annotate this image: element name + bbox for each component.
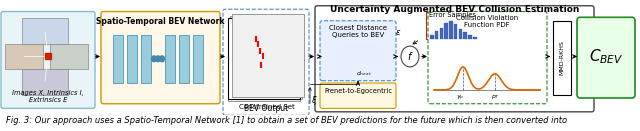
FancyBboxPatch shape	[428, 12, 547, 104]
Text: $p_T$: $p_T$	[490, 93, 499, 101]
Bar	[127, 35, 137, 83]
Bar	[459, 29, 462, 39]
Circle shape	[152, 56, 157, 62]
FancyBboxPatch shape	[1, 12, 95, 108]
FancyBboxPatch shape	[577, 17, 635, 98]
Text: Frenet-to-Egocentric: Frenet-to-Egocentric	[324, 88, 392, 94]
FancyBboxPatch shape	[320, 83, 396, 108]
Text: Closest Distance
Queries to BEV: Closest Distance Queries to BEV	[329, 25, 387, 38]
Text: $\gamma_p$: $\gamma_p$	[456, 93, 464, 103]
Text: $f$: $f$	[406, 50, 413, 62]
Bar	[179, 35, 189, 83]
Text: Constrained Set: Constrained Set	[239, 103, 295, 110]
Text: Error Samples: Error Samples	[429, 12, 476, 18]
Circle shape	[401, 46, 419, 67]
Bar	[5, 44, 43, 69]
Bar	[468, 35, 472, 39]
Bar	[473, 37, 477, 39]
Text: Images X, Intrinsics I,
Extrinsics E: Images X, Intrinsics I, Extrinsics E	[12, 89, 84, 103]
Text: Spatio-Temporal BEV Network: Spatio-Temporal BEV Network	[96, 17, 224, 26]
Text: Uncertainty Augmented BEV Collision Estimation: Uncertainty Augmented BEV Collision Esti…	[330, 5, 580, 14]
Text: Fig. 3: Our approach uses a Spatio-Temporal Network [1] to obtain a set of BEV p: Fig. 3: Our approach uses a Spatio-Tempo…	[6, 116, 568, 125]
Bar	[463, 32, 467, 39]
Bar	[454, 24, 458, 39]
Bar	[449, 21, 452, 39]
Bar	[228, 18, 300, 101]
Bar	[435, 31, 438, 39]
Circle shape	[156, 56, 161, 62]
Text: MMD-RKHS: MMD-RKHS	[559, 40, 564, 75]
Bar	[22, 18, 68, 44]
Text: $\xi$: $\xi$	[311, 94, 317, 107]
Bar	[426, 12, 478, 39]
Bar	[228, 18, 300, 99]
Bar	[193, 35, 203, 83]
Text: BEV Output: BEV Output	[244, 104, 288, 113]
Bar	[553, 21, 571, 95]
Bar	[113, 35, 123, 83]
FancyBboxPatch shape	[101, 12, 220, 104]
Bar	[440, 28, 443, 39]
Bar	[50, 44, 88, 69]
Bar	[22, 69, 68, 95]
Bar	[430, 35, 433, 39]
Bar	[230, 16, 302, 99]
Bar	[444, 23, 448, 39]
Text: $d_{next}$: $d_{next}$	[356, 69, 372, 78]
Bar	[232, 14, 304, 97]
Bar	[165, 35, 175, 83]
Text: $\epsilon$: $\epsilon$	[395, 28, 401, 37]
Bar	[141, 35, 151, 83]
Text: $C_{BEV}$: $C_{BEV}$	[589, 47, 623, 66]
FancyBboxPatch shape	[320, 21, 396, 81]
Circle shape	[159, 56, 164, 62]
Text: Collision Violation
Function PDF: Collision Violation Function PDF	[456, 15, 518, 28]
